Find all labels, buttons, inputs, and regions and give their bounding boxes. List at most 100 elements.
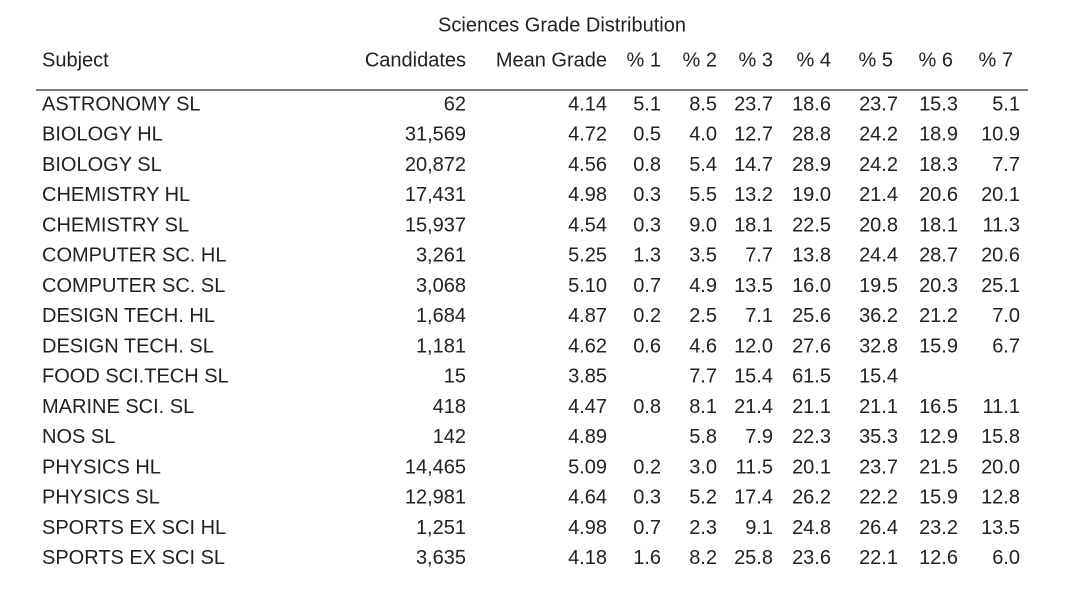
table-cell: 14,465: [405, 456, 466, 478]
table-cell: 24.2: [859, 154, 898, 176]
table-cell: 15,937: [405, 214, 466, 236]
table-cell: 20.0: [981, 456, 1020, 478]
table-cell: 11.5: [736, 456, 773, 478]
table-cell: 32.8: [859, 335, 898, 357]
table-cell: 5.25: [568, 245, 607, 267]
table-cell: 8.1: [689, 396, 717, 418]
table-cell: 28.7: [919, 245, 958, 267]
row-label: PHYSICS HL: [42, 456, 161, 478]
table-cell: 3.85: [568, 366, 607, 388]
table-cell: 4.87: [568, 305, 607, 327]
table-cell: 6.0: [992, 547, 1020, 569]
table-cell: 0.8: [633, 396, 661, 418]
table-cell: 13.8: [792, 245, 831, 267]
row-label: SPORTS EX SCI SL: [42, 547, 225, 569]
table-cell: 0.7: [633, 517, 661, 539]
table-cell: 21.1: [859, 396, 898, 418]
table-cell: 1.6: [633, 547, 661, 569]
table-cell: 7.7: [689, 366, 717, 388]
table-cell: 0.7: [633, 275, 661, 297]
table-cell: 418: [433, 396, 466, 418]
table-cell: 62: [444, 93, 466, 115]
column-header: % 1: [627, 49, 661, 71]
table-cell: 4.98: [568, 517, 607, 539]
table-cell: 3,068: [416, 275, 466, 297]
table-cell: 24.2: [859, 124, 898, 146]
table-cell: 21.2: [919, 305, 958, 327]
table-cell: 2.3: [689, 517, 717, 539]
table-cell: 4.6: [689, 335, 717, 357]
row-label: DESIGN TECH. HL: [42, 305, 215, 327]
table-cell: 142: [433, 426, 466, 448]
table-cell: 5.2: [689, 487, 717, 509]
table-cell: 15.3: [919, 93, 958, 115]
table-cell: 16.0: [792, 275, 831, 297]
table-cell: 5.09: [568, 456, 607, 478]
row-label: DESIGN TECH. SL: [42, 335, 214, 357]
table-cell: 17.4: [734, 487, 773, 509]
table-cell: 1,251: [416, 517, 466, 539]
table-cell: 25.8: [734, 547, 773, 569]
table-cell: 14.7: [734, 154, 773, 176]
table-cell: 5.1: [992, 93, 1020, 115]
table-cell: 1,181: [416, 335, 466, 357]
table-cell: 4.14: [568, 93, 607, 115]
row-label: COMPUTER SC. SL: [42, 275, 225, 297]
table-cell: 4.9: [689, 275, 717, 297]
table-cell: 10.9: [981, 124, 1020, 146]
table-cell: 0.2: [633, 456, 661, 478]
table-cell: 24.8: [792, 517, 831, 539]
table-cell: 26.4: [859, 517, 898, 539]
row-label: ASTRONOMY SL: [42, 93, 201, 115]
table-cell: 12,981: [405, 487, 466, 509]
table-cell: 9.1: [745, 517, 773, 539]
table-cell: 36.2: [859, 305, 898, 327]
table-cell: 15.9: [919, 335, 958, 357]
table-cell: 13.5: [734, 275, 773, 297]
row-label: MARINE SCI. SL: [42, 396, 194, 418]
column-header: % 5: [859, 49, 893, 71]
table-cell: 7.1: [745, 305, 773, 327]
table-cell: 4.54: [568, 214, 607, 236]
row-label: CHEMISTRY HL: [42, 184, 190, 206]
table-cell: 23.7: [859, 93, 898, 115]
column-header: % 4: [797, 49, 831, 71]
row-label: NOS SL: [42, 426, 115, 448]
column-header: % 2: [683, 49, 717, 71]
column-header: % 7: [979, 49, 1013, 71]
table-cell: 12.6: [919, 547, 958, 569]
table-cell: 23.7: [734, 93, 773, 115]
table-cell: 1,684: [416, 305, 466, 327]
table-cell: 20.3: [919, 275, 958, 297]
table-cell: 31,569: [405, 124, 466, 146]
table-cell: 25.6: [792, 305, 831, 327]
row-label: FOOD SCI.TECH SL: [42, 366, 229, 388]
table-cell: 23.6: [792, 547, 831, 569]
column-header: Candidates: [365, 49, 466, 71]
table-cell: 15.4: [734, 366, 773, 388]
table-cell: 15.8: [981, 426, 1020, 448]
table-cell: 5.5: [689, 184, 717, 206]
table-cell: 3,635: [416, 547, 466, 569]
table-cell: 1.3: [633, 245, 661, 267]
table-cell: 5.1: [633, 93, 661, 115]
row-label: BIOLOGY SL: [42, 154, 162, 176]
table-cell: 22.1: [859, 547, 898, 569]
table-cell: 12.9: [919, 426, 958, 448]
table-cell: 0.5: [633, 124, 661, 146]
table-cell: 26.2: [792, 487, 831, 509]
table-cell: 6.7: [992, 335, 1020, 357]
table-cell: 24.4: [859, 245, 898, 267]
column-header: % 3: [739, 49, 773, 71]
table-cell: 23.7: [859, 456, 898, 478]
table-cell: 12.7: [734, 124, 773, 146]
table-cell: 22.5: [792, 214, 831, 236]
table-cell: 27.6: [792, 335, 831, 357]
table-cell: 20.1: [792, 456, 831, 478]
table-cell: 11.3: [983, 214, 1020, 236]
column-header: % 6: [919, 49, 953, 71]
table-cell: 4.56: [568, 154, 607, 176]
table-title: Sciences Grade Distribution: [438, 14, 686, 36]
